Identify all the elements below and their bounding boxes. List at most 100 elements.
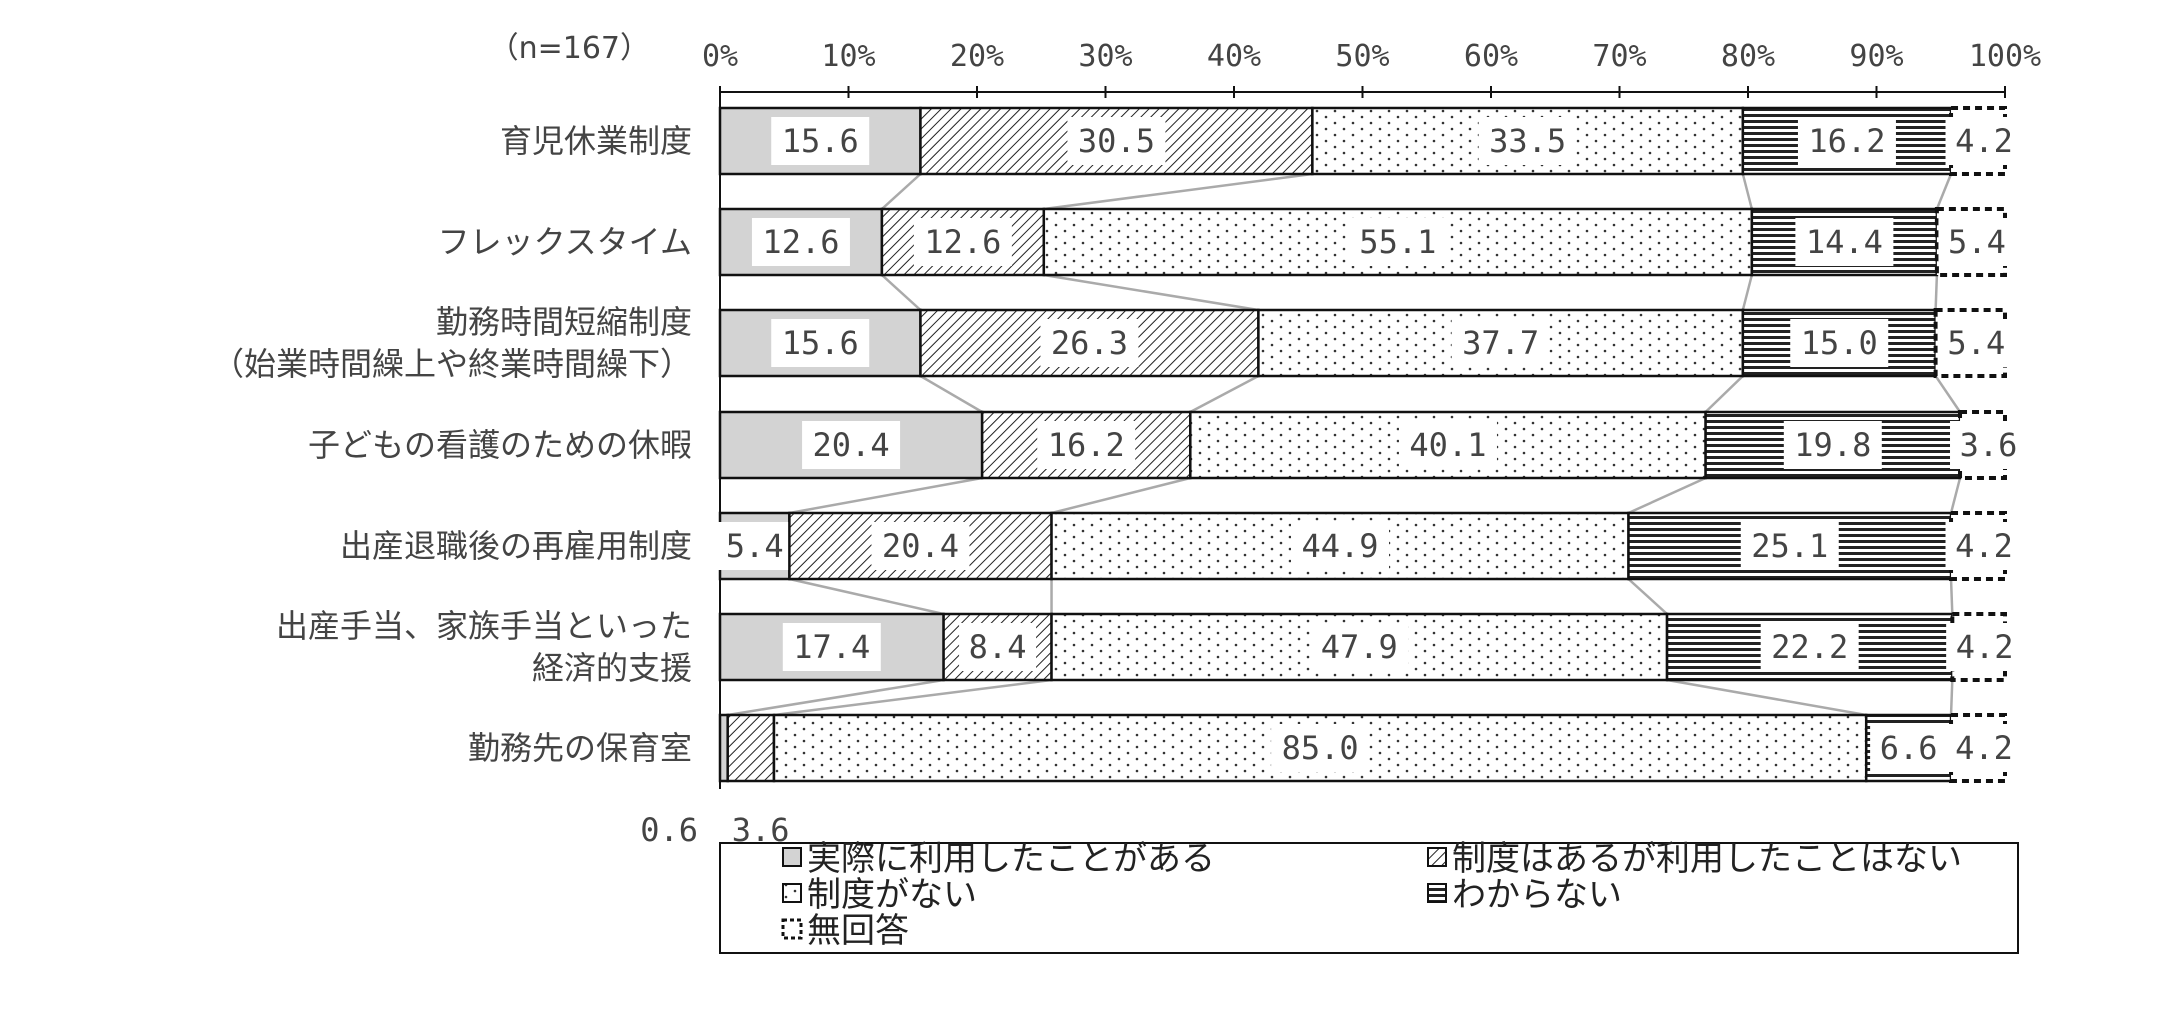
connector-line	[789, 577, 944, 616]
value-label-bg	[1040, 319, 1139, 367]
value-label: 5.4	[1947, 324, 2005, 362]
bar-row: 20.4 16.2 40.1 19.8 3.6	[718, 410, 2028, 480]
value-label: 47.9	[1321, 628, 1398, 666]
bar-row: 5.4 20.4 44.9 25.1 4.2	[716, 511, 2023, 581]
value-label-bg	[959, 623, 1037, 671]
connector-line	[1189, 374, 1259, 414]
legend-box	[719, 842, 2019, 954]
legend-swatch	[782, 847, 802, 867]
value-label: 16.2	[1808, 122, 1885, 160]
bar-row: 15.6 30.5 33.5 16.2 4.2	[718, 106, 2023, 176]
value-label-bg	[1937, 319, 2015, 367]
value-label: 33.5	[1489, 122, 1566, 160]
bar-row: 15.6 26.3 37.7 15.0 5.4	[718, 308, 2015, 378]
value-label: 85.0	[1282, 729, 1359, 767]
value-label: 37.7	[1462, 324, 1539, 362]
connector-line	[1949, 477, 1962, 514]
category-label: 出産手当、家族手当といった	[276, 607, 692, 645]
category-label: フレックスタイム	[438, 223, 692, 261]
value-label-bg	[1797, 117, 1896, 165]
bar-segment	[726, 713, 776, 783]
value-label-bg	[1870, 724, 1948, 772]
connector-line	[1627, 476, 1707, 515]
x-tick-label: 100%	[1969, 39, 2041, 74]
legend-swatch	[781, 918, 803, 940]
category-label: 子どもの看護のための休暇	[308, 426, 692, 464]
value-label: 4.2	[1956, 628, 2014, 666]
legend-label: 実際に利用したことがある	[807, 839, 1215, 879]
value-label: 15.6	[782, 324, 859, 362]
value-label: 4.2	[1955, 729, 2013, 767]
category-label: 勤務時間短縮制度	[436, 303, 692, 341]
connector-line	[1627, 578, 1668, 615]
value-label: 16.2	[1048, 426, 1125, 464]
x-tick-label: 80%	[1721, 39, 1775, 74]
value-label: 19.8	[1794, 426, 1871, 464]
x-tick-label: 0%	[702, 39, 738, 74]
connector-lines	[727, 172, 1962, 717]
x-tick-label: 70%	[1592, 39, 1646, 74]
connector-line	[1934, 274, 1939, 311]
legend-swatch	[1427, 847, 1447, 867]
x-tick-label: 60%	[1464, 39, 1518, 74]
value-label: 15.0	[1801, 324, 1878, 362]
value-label: 25.1	[1751, 527, 1828, 565]
connector-line	[727, 678, 944, 717]
connector-line	[789, 476, 983, 515]
category-label: 出産退職後の再雇用制度	[340, 527, 692, 565]
value-label-bg	[1398, 421, 1497, 469]
legend-label: わからない	[1452, 875, 1622, 915]
connector-line	[881, 173, 922, 210]
x-tick-label: 20%	[950, 39, 1004, 74]
category-label: （始業時間繰上や終業時間繰下）	[212, 345, 692, 383]
value-label: 26.3	[1051, 324, 1128, 362]
value-label: 5.4	[726, 527, 784, 565]
connector-line	[881, 274, 922, 311]
value-label-bg	[1945, 724, 2023, 772]
value-label-bg	[1783, 421, 1882, 469]
x-axis: 0% 10% 20% 30% 40% 50% 60% 70% 80% 90% 100%	[702, 39, 2041, 789]
value-label-bg	[1938, 218, 2016, 266]
legend-swatch	[1427, 883, 1447, 903]
connector-line	[1741, 274, 1754, 311]
value-label: 8.4	[969, 628, 1027, 666]
value-label-bg	[1478, 117, 1577, 165]
connector-line	[1666, 678, 1867, 717]
value-label-bg	[716, 522, 794, 570]
x-tick-label: 90%	[1849, 39, 1903, 74]
value-label: 20.4	[882, 527, 959, 565]
value-label-bg	[1291, 522, 1390, 570]
value-label-bg	[1946, 623, 2024, 671]
connector-line	[1949, 679, 1954, 716]
value-label-bg	[782, 623, 881, 671]
value-label-bg	[1310, 623, 1409, 671]
value-label-bg	[1760, 623, 1859, 671]
connector-line	[919, 374, 983, 414]
connector-line	[1051, 476, 1191, 515]
connector-line	[1043, 172, 1313, 211]
bar-row: 12.6 12.6 55.1 14.4 5.4	[718, 207, 2016, 277]
category-label: 経済的支援	[532, 649, 692, 687]
x-tick-label: 10%	[821, 39, 875, 74]
connector-line	[1043, 273, 1259, 312]
value-label: 3.6	[1960, 426, 2018, 464]
value-label-bg	[1037, 421, 1136, 469]
value-label-bg	[1945, 117, 2023, 165]
value-label-bg	[1950, 421, 2028, 469]
value-label-bg	[1790, 319, 1889, 367]
value-label: 44.9	[1301, 527, 1378, 565]
legend-label: 制度はあるが利用したことはない	[1452, 839, 1962, 879]
value-label: 22.2	[1771, 628, 1848, 666]
value-label-bg	[802, 421, 901, 469]
value-label-bg	[913, 218, 1012, 266]
value-label-bg	[1945, 522, 2023, 570]
value-label: 30.5	[1078, 122, 1155, 160]
value-label: 4.2	[1955, 527, 2013, 565]
connector-line	[1935, 173, 1953, 210]
value-label-bg	[1067, 117, 1166, 165]
x-tick-label: 40%	[1207, 39, 1261, 74]
value-label-bg	[871, 522, 970, 570]
value-label: 15.6	[782, 122, 859, 160]
